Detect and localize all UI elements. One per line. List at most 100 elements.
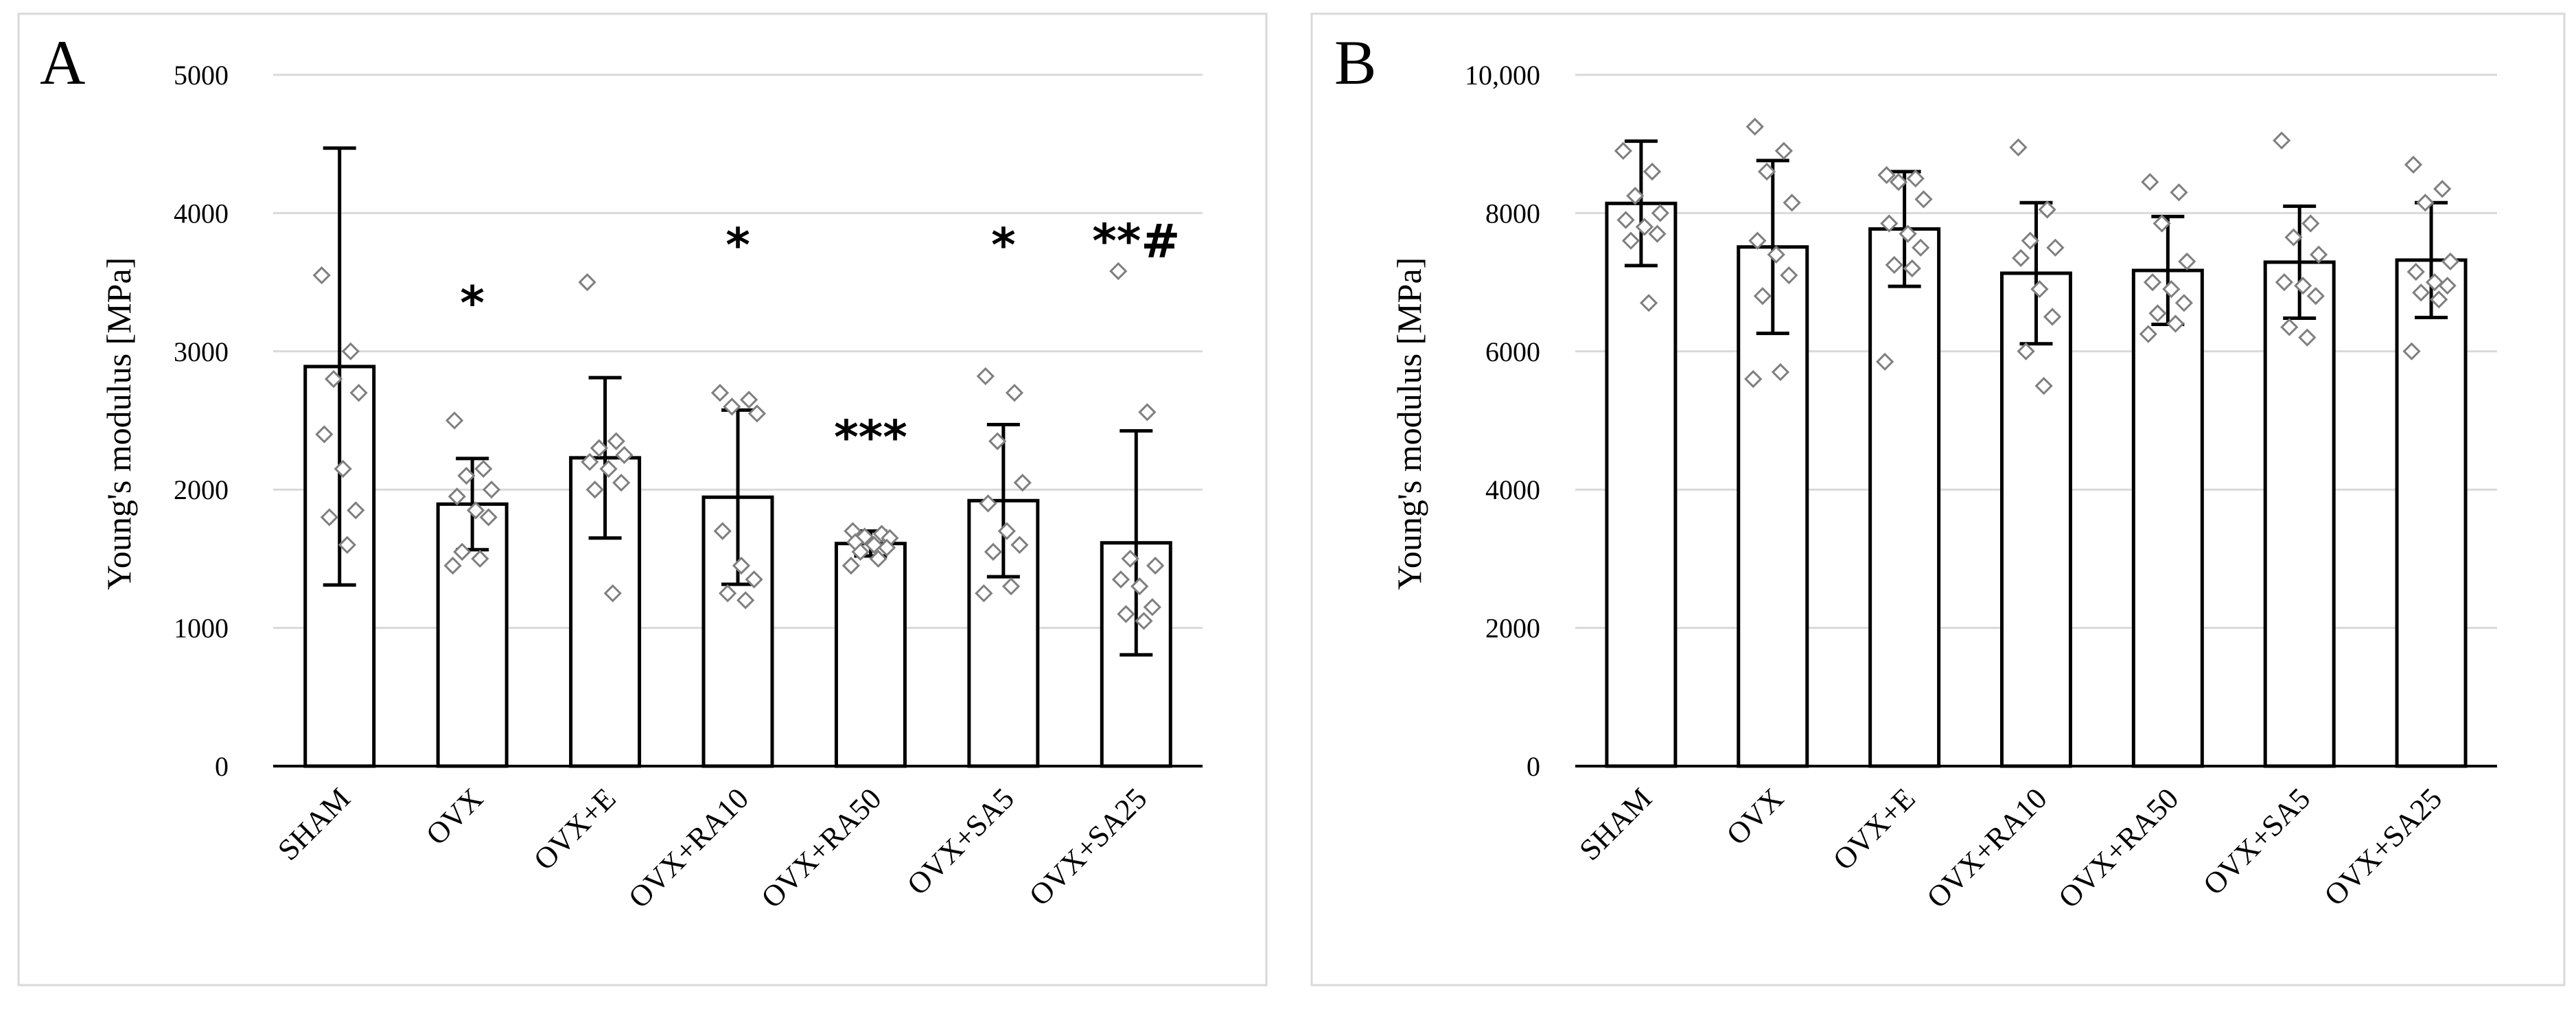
panel-b-data-point [2425, 273, 2444, 292]
panel-a-bar-ovx-ra50 [834, 542, 907, 768]
panel-a-data-point [1111, 570, 1130, 589]
panel-b-data-point [2430, 290, 2448, 309]
panel-b-error-bars [1624, 139, 2448, 346]
panel-b-data-point [1621, 231, 1640, 250]
panel-b-data-point [1614, 141, 1633, 160]
panel-a-label: A [40, 27, 85, 97]
panel-b-data-point [1648, 224, 1667, 243]
panel-b-data-point [2153, 214, 2171, 233]
panel-b-data-point [1635, 218, 1654, 236]
panel-b-data-point [1906, 169, 1925, 188]
panel-a-data-point [457, 466, 476, 485]
panel-b-data-point [1885, 255, 1903, 275]
panel-a-data-point [338, 535, 356, 554]
panel-b-label: B [1334, 27, 1376, 97]
panel-a-data-point [713, 522, 732, 540]
panel-b-y-tick-label: 8000 [1485, 198, 1540, 229]
panel-b-data-point [1748, 231, 1767, 250]
panel-b-data-point [1875, 352, 1894, 371]
panel-b-data-point [1745, 117, 1764, 136]
panel-a-y-tick-label: 4000 [174, 198, 229, 229]
panel-a-data-point [324, 369, 343, 389]
panel-a-data-point [979, 494, 997, 513]
panel-b-data-point [2139, 325, 2157, 343]
panel-a-data-point [578, 273, 596, 292]
panel-b-data-point [1651, 204, 1669, 222]
panel-b-data-points [1614, 117, 2460, 395]
panel-a-data-point [1010, 535, 1029, 554]
panel-a-data-point [984, 542, 1003, 561]
panel-a-data-point [334, 459, 352, 478]
panel-b-data-point [1767, 245, 1785, 264]
panel-a-data-point [612, 474, 631, 492]
panel-a-data-point [479, 508, 498, 527]
panel-a-data-point [739, 391, 758, 409]
panel-a-y-tick-label: 2000 [174, 474, 229, 505]
panel-a-data-point [585, 481, 604, 499]
panel-b-data-point [1912, 238, 1930, 257]
panel-a-data-point [851, 542, 870, 561]
panel-b-data-point [1889, 172, 1908, 192]
panel-b-data-point [2406, 262, 2425, 281]
panel-a-data-point [723, 397, 741, 416]
panel-b-data-point [2404, 155, 2423, 174]
panel-b-data-point [2294, 277, 2312, 295]
panel-b-data-point [1643, 162, 1662, 181]
panel-b-bar-ovx-ra50 [2131, 268, 2204, 768]
panel-b-data-point [2162, 280, 2181, 299]
panel-b-data-point [2009, 138, 2028, 157]
panel-a-data-point [599, 459, 618, 478]
panel-b-data-point [1899, 224, 1917, 243]
panel-a-significance-marker: * [991, 219, 1016, 273]
panel-a-data-point [718, 584, 737, 603]
panel-b-data-point [2178, 252, 2196, 271]
panel-b-data-point [2309, 245, 2328, 264]
panel-b-data-point [2412, 284, 2430, 302]
panel-b-data-point [2273, 131, 2291, 150]
panel-a-data-point [877, 538, 896, 557]
panel-a-data-point [842, 556, 861, 575]
panel-a-data-point [603, 584, 622, 603]
panel-a-y-tick-label: 3000 [174, 336, 229, 367]
panel-a-data-points [312, 262, 1165, 630]
panel-a-data-point [1109, 262, 1128, 281]
panel-a-data-point [865, 535, 883, 554]
panel-b-data-point [1880, 214, 1899, 233]
panel-a-data-point [1117, 605, 1135, 623]
panel-b-data-point [1914, 190, 1933, 209]
panel-b-data-point [1626, 187, 1645, 205]
panel-a-data-point [445, 411, 464, 430]
panel-a-data-point [471, 549, 489, 568]
panel-b-data-point [2012, 249, 2030, 267]
panel-a-data-point [615, 446, 634, 464]
panel-b-data-point [2017, 342, 2035, 360]
panel-b-bar-ovx-e [1868, 227, 1941, 768]
panel-b-data-point [2046, 238, 2065, 257]
panel-a-data-point [736, 591, 755, 610]
panel-b-data-point [1780, 266, 1798, 285]
panel-b-y-tick-label: 6000 [1485, 336, 1540, 367]
panel-a-data-point [745, 570, 763, 589]
panel-b-data-point [2402, 342, 2421, 360]
panel-a-data-point [1001, 577, 1021, 596]
panel-a-y-axis-label: Young's modulus [MPa] [100, 257, 138, 590]
panel-a-significance: ****** **# [460, 215, 1180, 465]
panel-a-error-bar [588, 376, 622, 540]
panel-a-data-point [448, 487, 466, 506]
panel-b-data-point [2043, 308, 2062, 326]
panel-a-data-point [710, 384, 730, 402]
panel-b-y-tick-label: 0 [1527, 751, 1540, 782]
panel-a-data-point [590, 439, 609, 457]
panel-a-error-bar [1119, 429, 1153, 657]
panel-b-y-tick-label: 4000 [1485, 474, 1540, 505]
panel-b-y-tick-label: 10,000 [1465, 60, 1540, 91]
panel-b-data-point [1616, 211, 1635, 229]
panel-b-bar-sham [1605, 201, 1678, 768]
panel-b-data-point [1877, 165, 1896, 185]
panel-b-y-axis-label: Young's modulus [MPa] [1390, 257, 1428, 590]
panel-a-data-point [1121, 549, 1139, 568]
panel-a-data-point [453, 542, 472, 561]
panel-a-data-point [1138, 403, 1157, 422]
panel-a-data-point [872, 524, 891, 543]
panel-a-y-ticks: 0 1000 2000 3000 4000 5000 [174, 60, 229, 782]
